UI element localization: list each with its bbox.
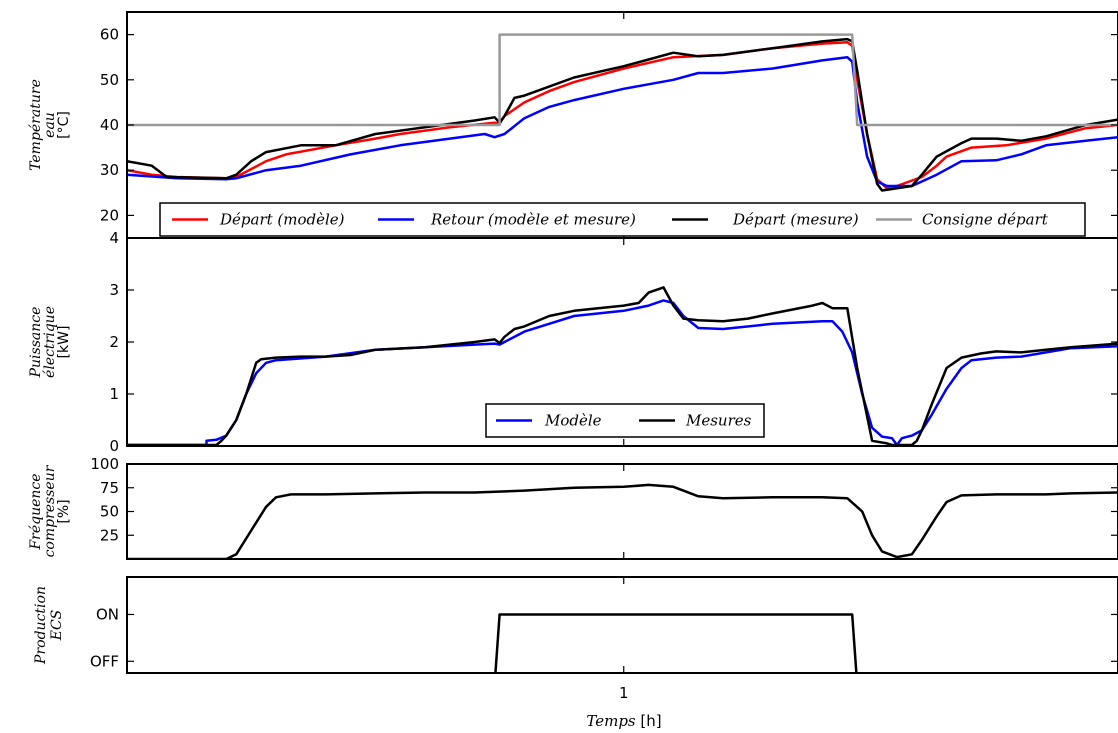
series-line-frequency-0	[127, 485, 1118, 559]
series-line-temperature-0	[127, 42, 1118, 188]
panel-temperature: 20 30 40 50 60 Températureeau[°C] Départ (modè…	[28, 12, 1118, 238]
legend-entry: Mesures	[685, 412, 752, 430]
y-tick-label-frequency: 75	[100, 479, 119, 497]
y-tick-label-frequency: 100	[90, 455, 119, 473]
legend-temperature: Départ (modèle) Retour (modèle et mesure)…	[160, 203, 1085, 236]
legend-entry: Départ (mesure)	[732, 211, 859, 229]
y-tick-label-frequency: 25	[100, 526, 119, 544]
y-tick-label-temperature: 30	[100, 161, 119, 179]
y-tick-label-power: 0	[109, 437, 119, 455]
y-tick-label-frequency: 50	[100, 503, 119, 521]
legend-entry: Départ (modèle)	[219, 211, 345, 229]
y-tick-label-power: 2	[109, 333, 119, 351]
y-tick-label-ecs: ON	[96, 605, 119, 623]
y-axis-label-frequency: Fréquencecompresseur[%]	[28, 464, 72, 557]
legend-power: Modèle Mesures	[486, 404, 764, 437]
y-axis-label-temperature: Températureeau[°C]	[28, 79, 72, 171]
plot-frame-frequency	[127, 464, 1118, 559]
series-line-ecs-0	[127, 615, 1118, 685]
y-tick-label-ecs: OFF	[90, 652, 119, 670]
series-line-temperature-1	[127, 57, 1118, 186]
legend-entry: Retour (modèle et mesure)	[430, 211, 636, 229]
y-tick-label-power: 3	[109, 281, 119, 299]
x-axis-label: Temps [h]	[586, 712, 661, 730]
y-tick-label-temperature: 20	[100, 206, 119, 224]
panel-ecs: OFF ON ProductionECS	[33, 577, 1118, 685]
y-axis-label-power: Puissanceélectrique[kW]	[28, 306, 72, 378]
plot-frame-ecs	[127, 577, 1118, 673]
y-axis-label-ecs: ProductionECS	[33, 586, 65, 665]
y-tick-label-power: 1	[109, 385, 119, 403]
legend-entry: Modèle	[544, 412, 602, 430]
y-tick-label-temperature: 50	[100, 71, 119, 89]
y-tick-label-temperature: 60	[100, 26, 119, 44]
series-line-temperature-3	[127, 35, 1118, 125]
legend-entry: Consigne départ	[922, 211, 1049, 229]
panel-frequency: 25 50 75 100 Fréquencecompresseur[%]	[28, 455, 1118, 559]
x-tick-label: 1	[619, 684, 629, 702]
panel-power: 0 1 2 3 4 Puissanceélectrique[kW] Modèle Mesure…	[28, 229, 1118, 455]
y-tick-label-power: 4	[109, 229, 119, 247]
y-tick-label-temperature: 40	[100, 116, 119, 134]
